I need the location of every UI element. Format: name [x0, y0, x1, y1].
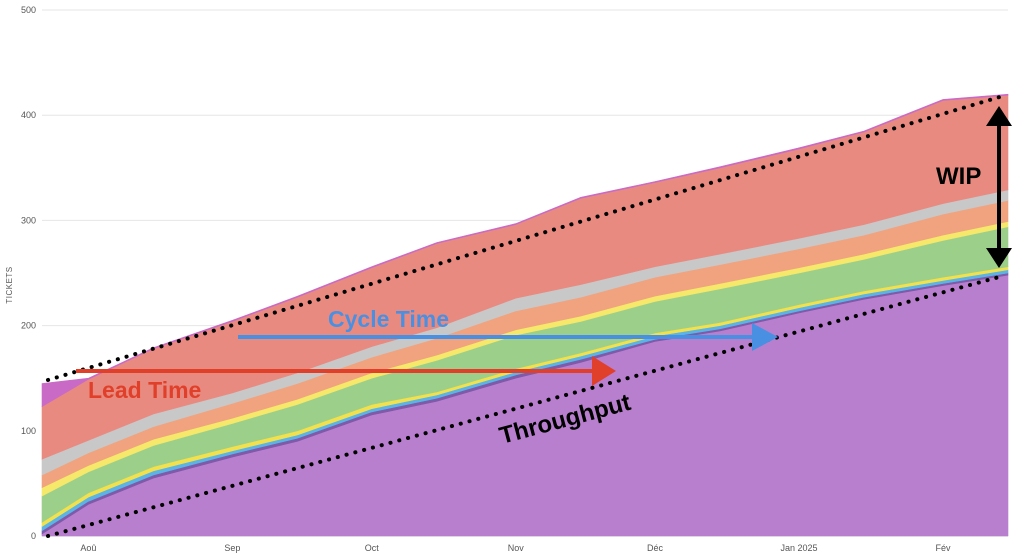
lead-time-arrow-head — [592, 356, 616, 386]
x-tick-label: Nov — [508, 543, 525, 553]
y-tick-label: 0 — [31, 531, 36, 541]
y-tick-label: 300 — [21, 215, 36, 225]
x-tick-label: Déc — [647, 543, 664, 553]
wip-arrow-head-top — [986, 106, 1012, 126]
series-area-9 — [41, 93, 1009, 408]
x-tick-label: Aoû — [80, 543, 96, 553]
y-axis-ticks: 0 100 200 300 400 500 — [21, 5, 36, 541]
wip-arrow-head-bottom — [986, 248, 1012, 268]
x-tick-label: Oct — [365, 543, 380, 553]
wip-label: WIP — [936, 163, 981, 190]
cycle-time-arrow-head — [752, 323, 778, 351]
x-tick-label: Fév — [935, 543, 951, 553]
x-tick-label: Sep — [224, 543, 240, 553]
lead-time-label: Lead Time — [88, 377, 201, 403]
x-tick-label: Jan 2025 — [780, 543, 817, 553]
y-axis-title: TICKETS — [5, 266, 14, 303]
y-tick-label: 100 — [21, 426, 36, 436]
y-tick-label: 200 — [21, 321, 36, 331]
y-tick-label: 500 — [21, 5, 36, 15]
cycle-time-label: Cycle Time — [328, 306, 449, 332]
stacked-areas — [41, 93, 1009, 537]
x-axis-ticks: Aoû Sep Oct Nov Déc Jan 2025 Fév — [80, 543, 951, 553]
y-tick-label: 400 — [21, 110, 36, 120]
lower-trend-line — [46, 274, 1005, 538]
